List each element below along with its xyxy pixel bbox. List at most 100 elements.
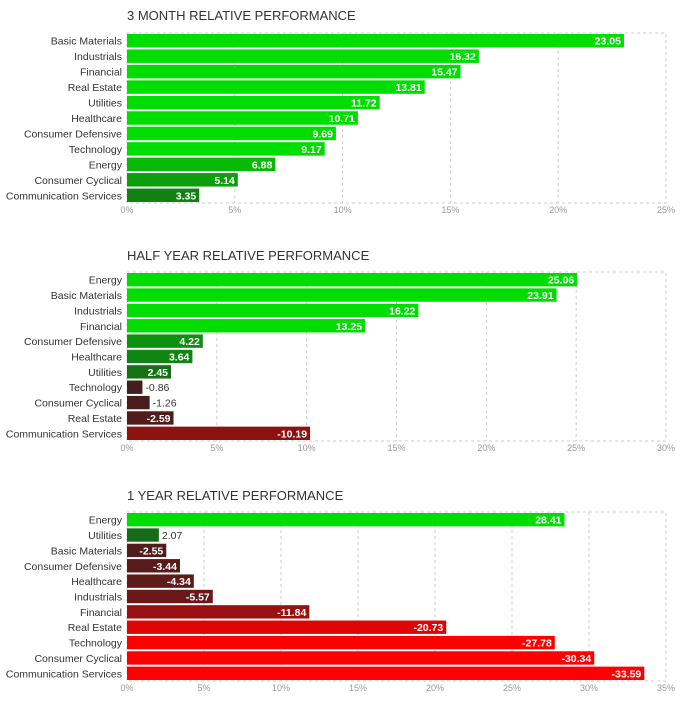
chart-title: 3 MONTH RELATIVE PERFORMANCE	[127, 8, 356, 23]
bar-consumer-defensive[interactable]	[127, 559, 180, 573]
value-label-industrials: 16.32	[450, 51, 476, 63]
category-label-consumer-cyclical: Consumer Cyclical	[34, 398, 122, 410]
x-tick-label: 25%	[657, 205, 675, 215]
chart-title: 1 YEAR RELATIVE PERFORMANCE	[127, 488, 344, 503]
x-tick-label: 25%	[567, 443, 585, 453]
x-tick-label: 20%	[549, 205, 567, 215]
bar-consumer-cyclical[interactable]	[127, 651, 595, 665]
bar-communication-services[interactable]	[127, 426, 311, 440]
value-label-communication-services: 3.35	[176, 190, 197, 202]
bar-consumer-cyclical[interactable]	[127, 395, 150, 410]
x-tick-label: 15%	[441, 205, 459, 215]
x-tick-label: 35%	[657, 683, 675, 693]
value-label-healthcare: 3.64	[169, 352, 190, 364]
value-label-industrials: 16.22	[389, 305, 415, 317]
category-label-consumer-defensive: Consumer Defensive	[24, 128, 122, 140]
bar-communication-services[interactable]	[127, 666, 645, 680]
category-label-communication-services: Communication Services	[6, 428, 122, 440]
category-label-healthcare: Healthcare	[71, 113, 122, 125]
bar-utilities[interactable]	[127, 95, 380, 110]
category-label-utilities: Utilities	[88, 530, 122, 542]
bar-basic-materials[interactable]	[127, 34, 624, 48]
bar-healthcare[interactable]	[127, 111, 358, 125]
category-label-technology: Technology	[69, 638, 123, 650]
category-label-industrials: Industrials	[74, 592, 122, 604]
bar-communication-services[interactable]	[127, 188, 200, 202]
value-label-consumer-defensive: 9.69	[312, 128, 333, 140]
value-label-financial: 13.25	[336, 321, 362, 333]
value-label-industrials: -5.57	[186, 592, 210, 604]
category-label-real-estate: Real Estate	[68, 622, 122, 634]
x-tick-label: 0%	[120, 443, 133, 453]
value-label-consumer-defensive: 4.22	[179, 336, 200, 348]
bar-real-estate[interactable]	[127, 411, 174, 425]
bar-industrials[interactable]	[127, 303, 419, 318]
chart-3-month-relative-performance: 3 MONTH RELATIVE PERFORMANCE 0% 5% 10% 15% 20…	[6, 8, 675, 215]
category-label-consumer-cyclical: Consumer Cyclical	[34, 175, 122, 187]
value-label-basic-materials: -2.55	[139, 545, 163, 557]
bar-technology[interactable]	[127, 635, 555, 650]
category-label-real-estate: Real Estate	[68, 413, 122, 425]
x-tick-label: 25%	[503, 683, 521, 693]
bar-utilities[interactable]	[127, 365, 172, 379]
x-tick-label: 5%	[197, 683, 210, 693]
category-label-financial: Financial	[80, 607, 122, 619]
bar-basic-materials[interactable]	[127, 288, 557, 302]
chart-title: HALF YEAR RELATIVE PERFORMANCE	[127, 248, 370, 263]
category-label-basic-materials: Basic Materials	[51, 36, 122, 48]
bar-consumer-defensive[interactable]	[127, 126, 336, 141]
value-label-real-estate: -2.59	[147, 413, 171, 425]
value-label-consumer-defensive: -3.44	[153, 561, 177, 573]
value-label-consumer-cyclical: -30.34	[561, 653, 591, 665]
bar-financial[interactable]	[127, 605, 310, 619]
bar-financial[interactable]	[127, 64, 461, 79]
category-label-consumer-defensive: Consumer Defensive	[24, 561, 122, 573]
x-tick-label: 30%	[657, 443, 675, 453]
x-tick-label: 20%	[426, 683, 444, 693]
category-label-basic-materials: Basic Materials	[51, 545, 122, 557]
category-label-real-estate: Real Estate	[68, 82, 122, 94]
value-label-technology: -27.78	[522, 638, 552, 650]
category-label-healthcare: Healthcare	[71, 352, 122, 364]
category-label-utilities: Utilities	[88, 367, 122, 379]
value-label-real-estate: 13.81	[395, 82, 421, 94]
bar-real-estate[interactable]	[127, 620, 447, 634]
x-tick-label: 10%	[298, 443, 316, 453]
category-label-industrials: Industrials	[74, 305, 122, 317]
x-tick-label: 0%	[120, 683, 133, 693]
bar-consumer-cyclical[interactable]	[127, 173, 238, 187]
value-label-financial: -11.84	[277, 607, 306, 619]
category-label-consumer-defensive: Consumer Defensive	[24, 336, 122, 348]
category-label-technology: Technology	[69, 144, 123, 156]
bar-technology[interactable]	[127, 142, 325, 156]
bar-energy[interactable]	[127, 513, 565, 527]
value-label-utilities: 11.72	[351, 98, 377, 110]
value-label-basic-materials: 23.91	[527, 290, 553, 302]
bar-healthcare[interactable]	[127, 574, 194, 588]
bar-industrials[interactable]	[127, 49, 479, 63]
category-label-financial: Financial	[80, 321, 122, 333]
value-label-technology: -0.86	[145, 382, 169, 394]
category-label-basic-materials: Basic Materials	[51, 290, 122, 302]
bar-healthcare[interactable]	[127, 349, 193, 364]
chart-1-year-relative-performance: 1 YEAR RELATIVE PERFORMANCE 0% 5% 10% 15% 20%…	[6, 488, 675, 693]
value-label-consumer-cyclical: -1.26	[153, 398, 177, 410]
bar-financial[interactable]	[127, 319, 366, 333]
x-tick-label: 15%	[349, 683, 367, 693]
x-tick-label: 15%	[387, 443, 405, 453]
bar-utilities[interactable]	[127, 528, 159, 542]
bar-consumer-defensive[interactable]	[127, 334, 203, 348]
bar-energy[interactable]	[127, 273, 578, 287]
category-label-communication-services: Communication Services	[6, 668, 122, 680]
bar-energy[interactable]	[127, 157, 276, 172]
x-tick-label: 30%	[580, 683, 598, 693]
value-label-energy: 25.06	[548, 275, 574, 287]
bar-industrials[interactable]	[127, 589, 213, 604]
bar-technology[interactable]	[127, 380, 143, 394]
bar-real-estate[interactable]	[127, 80, 425, 94]
value-label-communication-services: -10.19	[277, 428, 307, 440]
category-label-communication-services: Communication Services	[6, 190, 122, 202]
category-label-financial: Financial	[80, 67, 122, 79]
bar-basic-materials[interactable]	[127, 543, 167, 558]
